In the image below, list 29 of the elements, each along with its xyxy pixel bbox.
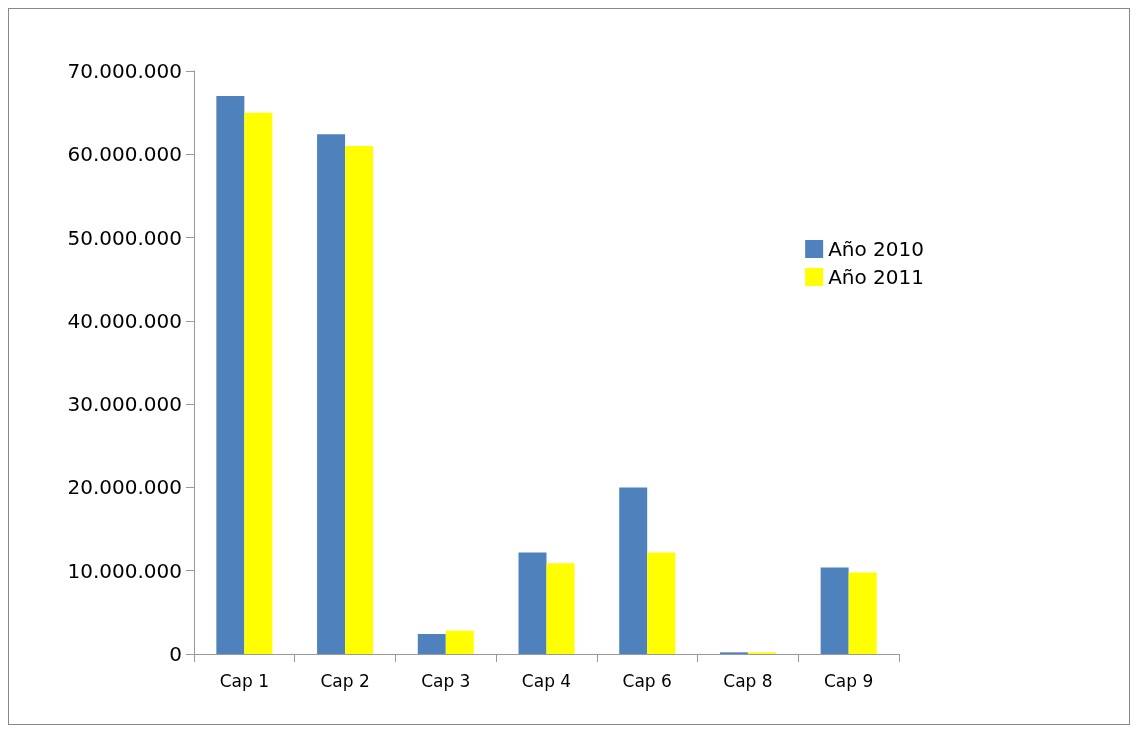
x-tick-label: Cap 9	[823, 670, 874, 691]
legend-label: Año 2011	[828, 265, 925, 289]
bar	[848, 572, 877, 654]
x-tick-label: Cap 8	[723, 670, 773, 691]
bar	[417, 634, 446, 654]
y-tick-label: 40.000.000	[67, 308, 182, 333]
bar	[317, 134, 346, 654]
y-tick-label: 20.000.000	[67, 475, 182, 500]
bar	[345, 145, 374, 654]
x-tick-label: Cap 3	[421, 670, 471, 691]
y-tick-label: 10.000.000	[67, 558, 182, 583]
x-tick-label: Cap 1	[219, 670, 270, 691]
x-tick-label: Cap 6	[622, 670, 672, 691]
bar	[820, 567, 849, 654]
y-tick-label: 60.000.000	[67, 142, 182, 167]
bar	[647, 552, 676, 654]
y-tick-label: 30.000.000	[67, 392, 182, 417]
bar	[445, 630, 474, 654]
bar	[244, 112, 273, 654]
bar	[619, 487, 648, 654]
y-tick-label: 50.000.000	[67, 225, 182, 250]
bar	[518, 552, 547, 654]
legend-label: Año 2010	[828, 237, 925, 261]
x-tick-label: Cap 4	[521, 670, 572, 691]
bar	[546, 563, 575, 654]
y-tick-label: 70.000.000	[67, 59, 182, 83]
y-tick-label: 0	[169, 642, 182, 666]
x-tick-label: Cap 2	[320, 670, 370, 691]
bar	[216, 95, 245, 654]
